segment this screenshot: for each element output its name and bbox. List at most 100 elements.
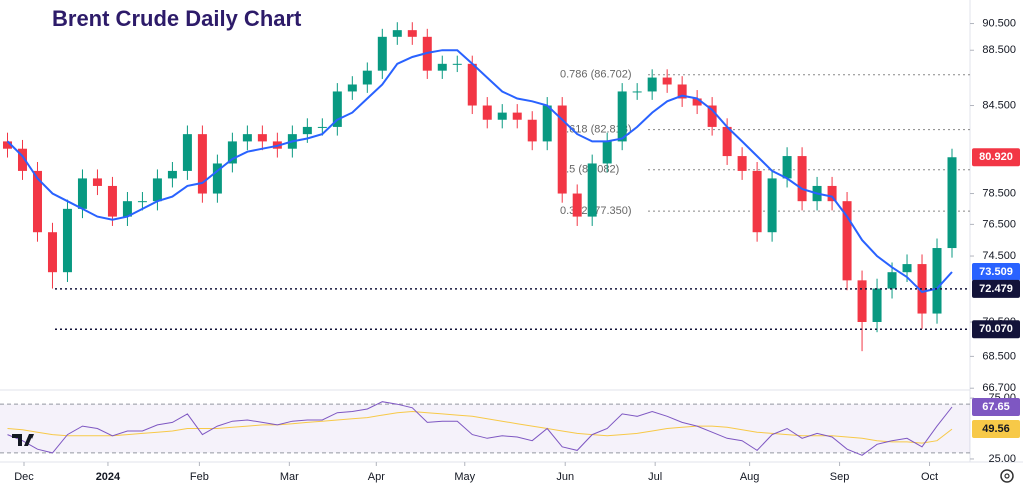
candle-body (542, 105, 552, 142)
candle-body (362, 70, 372, 85)
y-tick-label: 78.500 (982, 187, 1016, 199)
candle-body (257, 134, 267, 142)
candle-body (857, 280, 867, 322)
rsi-tick-label: 25.00 (988, 453, 1016, 465)
price-badge (972, 320, 1020, 339)
candle-body (197, 134, 207, 194)
candle-body (347, 84, 357, 92)
rsi-badge-label: 49.56 (982, 423, 1010, 435)
rsi-badge-label: 67.65 (982, 401, 1010, 413)
candle-body (902, 264, 912, 273)
rsi-band (0, 404, 970, 453)
candle-body (62, 208, 72, 273)
candle-body (827, 185, 837, 202)
rsi-average (7, 410, 953, 444)
price-badge (972, 148, 1020, 167)
fib-label: 0.786 (86.702) (560, 69, 632, 81)
candle-body (947, 157, 957, 249)
y-tick-label: 66.700 (982, 382, 1016, 394)
price-badge-label: 70.070 (979, 323, 1013, 335)
candle-body (767, 178, 777, 233)
candle-body (512, 112, 522, 120)
candle-body (572, 193, 582, 217)
candle-body (737, 156, 747, 171)
candle-body (782, 156, 792, 179)
candle-body (587, 163, 597, 217)
y-tick-label: 90.500 (982, 17, 1016, 29)
candle-body (77, 178, 87, 209)
candle-body (497, 112, 507, 120)
y-tick-label: 74.500 (982, 250, 1016, 262)
candle-body (122, 201, 132, 217)
y-tick-label: 68.500 (982, 350, 1016, 362)
candle-body (887, 272, 897, 289)
candle-body (47, 232, 57, 273)
candle-body (317, 126, 327, 128)
candle-body (647, 77, 657, 92)
candle-body (842, 201, 852, 281)
candle-body (917, 264, 927, 314)
candle-body (722, 126, 732, 157)
candle-body (662, 77, 672, 85)
x-tick-label: Sep (830, 471, 850, 483)
candle-body (332, 91, 342, 127)
candle-body (677, 84, 687, 99)
candle-body (92, 178, 102, 186)
x-tick-label: 2024 (96, 471, 121, 483)
y-tick-label: 76.500 (982, 218, 1016, 230)
settings-icon[interactable] (1000, 469, 1014, 483)
candle-body (212, 163, 222, 194)
rsi-badge (972, 398, 1020, 417)
price-badge (972, 263, 1020, 282)
x-tick-label: Oct (921, 471, 938, 483)
price-badge-label: 72.479 (979, 283, 1013, 295)
candle-body (437, 63, 447, 71)
x-tick-label: Aug (740, 471, 760, 483)
candle-body (932, 248, 942, 314)
x-tick-label: Apr (368, 471, 385, 483)
x-tick-label: Jul (648, 471, 662, 483)
price-badge-label: 73.509 (979, 266, 1013, 278)
candle-body (707, 105, 717, 127)
x-tick-label: Feb (190, 471, 209, 483)
price-badge-label: 80.920 (979, 151, 1013, 163)
candle-body (632, 91, 642, 93)
chart-title: Brent Crude Daily Chart (52, 6, 302, 31)
candle-body (527, 119, 537, 142)
candle-body (242, 134, 252, 142)
x-tick-label: May (454, 471, 475, 483)
candle-body (467, 63, 477, 106)
candle-body (557, 105, 567, 194)
tv-logo (12, 434, 34, 446)
candle-body (107, 185, 117, 217)
candle-body (32, 170, 42, 233)
candle-body (2, 141, 12, 149)
candle-body (137, 201, 147, 203)
candle-body (602, 141, 612, 164)
x-tick-label: Jun (556, 471, 574, 483)
candle-body (692, 98, 702, 106)
rsi-line (7, 401, 953, 456)
candle-body (152, 178, 162, 202)
candle-body (407, 30, 417, 37)
plot: 90.50088.50084.50078.50076.50074.50070.5… (0, 17, 1020, 483)
moving-average (6, 49, 953, 293)
candle-body (797, 156, 807, 202)
candle-body (167, 170, 177, 179)
y-tick-label: 84.500 (982, 99, 1016, 111)
fib-label: 0.618 (82.813) (560, 124, 632, 136)
rsi-badge (972, 420, 1020, 439)
candle-body (17, 148, 27, 171)
candle-body (452, 63, 462, 65)
candle-body (617, 91, 627, 142)
candle-body (482, 105, 492, 120)
y-tick-label: 88.500 (982, 44, 1016, 56)
candle-body (872, 288, 882, 322)
candle-body (377, 36, 387, 71)
x-tick-label: Dec (14, 471, 34, 483)
candle-body (182, 134, 192, 171)
candle-body (752, 170, 762, 233)
candle-body (302, 126, 312, 135)
